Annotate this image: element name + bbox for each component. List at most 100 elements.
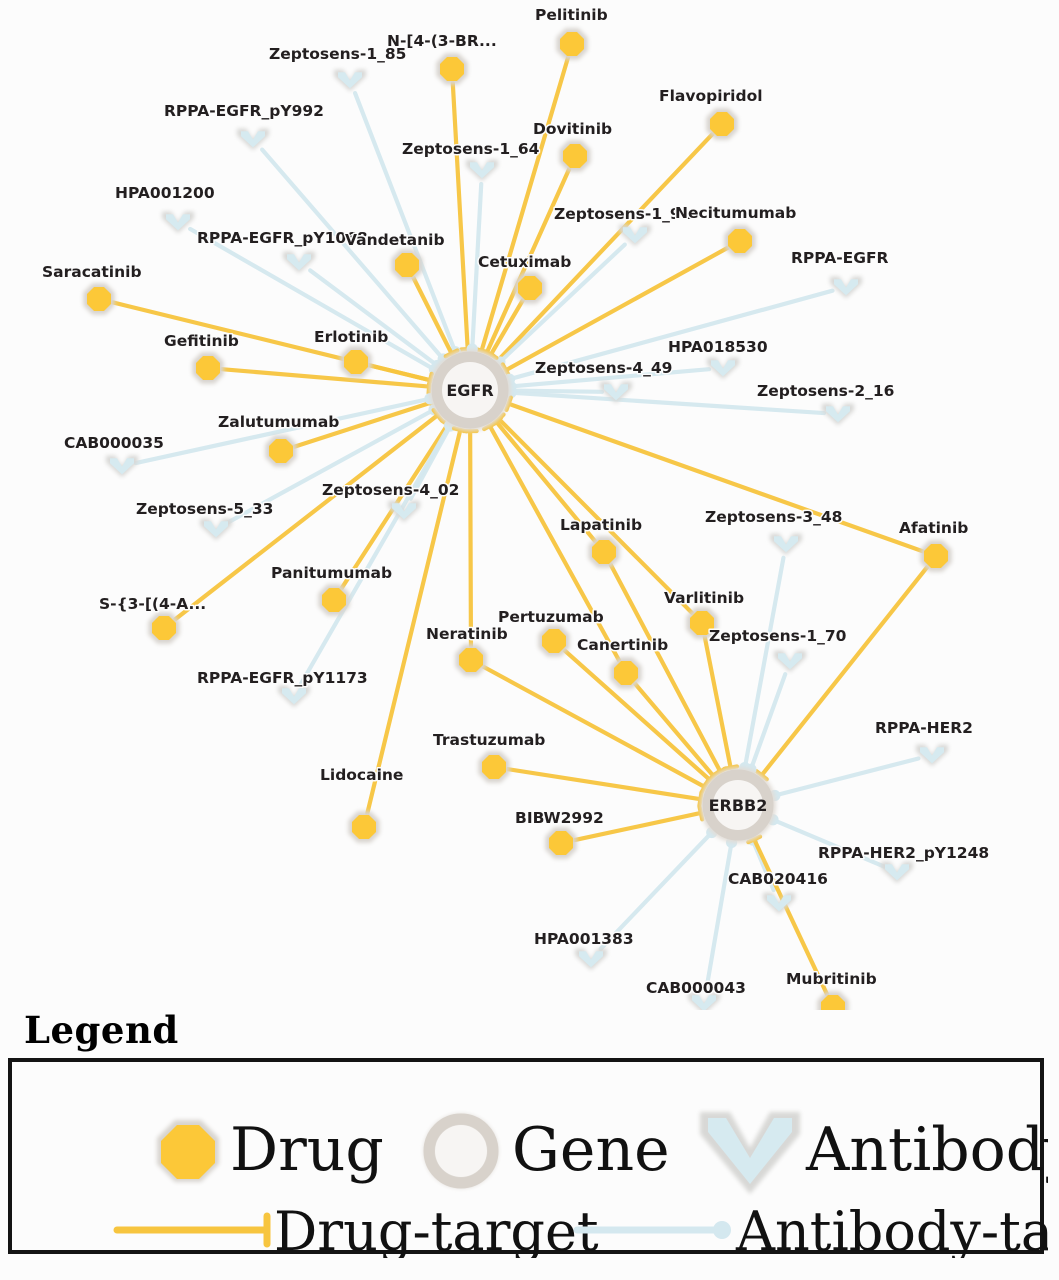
drug-node[interactable] xyxy=(192,352,224,384)
drug-node[interactable] xyxy=(559,140,591,172)
antibody-node[interactable] xyxy=(283,251,315,274)
drug-node[interactable] xyxy=(817,991,849,1010)
legend: Legend Drug Gene xyxy=(0,1008,1059,1280)
antibody-node[interactable] xyxy=(575,948,607,971)
antibody-node[interactable] xyxy=(822,403,854,426)
legend-drug-target-label: Drug-target xyxy=(274,1200,599,1258)
node-label: Lapatinib xyxy=(560,516,642,534)
drug-node[interactable] xyxy=(556,28,588,60)
antibody-node[interactable] xyxy=(278,685,310,708)
drug-node[interactable] xyxy=(318,584,350,616)
node-label: Mubritinib xyxy=(786,970,877,988)
antibody-node[interactable] xyxy=(237,128,269,151)
edge-drug-target xyxy=(365,426,469,816)
drug-node[interactable] xyxy=(514,272,546,304)
drug-node[interactable] xyxy=(588,536,620,568)
drug-node[interactable] xyxy=(348,811,380,843)
node-label: Gefitinib xyxy=(164,332,239,350)
drug-node[interactable] xyxy=(83,283,115,315)
legend-gene-label: Gene xyxy=(512,1115,670,1185)
antibody-node[interactable] xyxy=(770,533,802,556)
node-label: CAB000035 xyxy=(64,434,164,452)
legend-antibody-target-line xyxy=(573,1221,731,1239)
antibody-node[interactable] xyxy=(830,276,862,299)
node-label: Zeptosens-1_85 xyxy=(269,45,406,63)
labels-layer: EGFRERBB2PelitinibN-[4-(3-BR...Zeptosens… xyxy=(41,5,991,999)
node-label: RPPA-HER2 xyxy=(875,719,973,737)
drug-node[interactable] xyxy=(545,827,577,859)
node-label: HPA001383 xyxy=(534,930,634,948)
antibody-node[interactable] xyxy=(916,744,948,767)
node-label: CAB020416 xyxy=(728,870,828,888)
drug-node[interactable] xyxy=(920,540,952,572)
node-label: N-[4-(3-BR... xyxy=(387,32,497,50)
legend-box: Drug Gene Antibody xyxy=(8,1058,1059,1263)
drug-node[interactable] xyxy=(148,612,180,644)
node-label: Erlotinib xyxy=(314,328,388,346)
node-label: BIBW2992 xyxy=(515,809,604,827)
antibody-node[interactable] xyxy=(388,500,420,523)
network-canvas[interactable]: EGFRERBB2PelitinibN-[4-(3-BR...Zeptosens… xyxy=(0,0,1059,1010)
gene-node-egfr[interactable] xyxy=(429,349,511,431)
node-label: Flavopiridol xyxy=(659,87,763,105)
antibody-node[interactable] xyxy=(200,518,232,541)
nodes-layer[interactable] xyxy=(83,28,952,1010)
legend-drug-icon xyxy=(157,1120,219,1182)
legend-antibody-icon xyxy=(700,1112,800,1194)
drug-node[interactable] xyxy=(706,108,738,140)
node-label: RPPA-EGFR_pY992 xyxy=(164,102,324,120)
antibody-node[interactable] xyxy=(763,892,795,915)
antibody-node[interactable] xyxy=(106,455,138,478)
antibody-node[interactable] xyxy=(707,357,739,380)
drug-node[interactable] xyxy=(478,751,510,783)
antibody-node[interactable] xyxy=(619,224,651,247)
node-label: Varlitinib xyxy=(664,589,744,607)
antibody-node[interactable] xyxy=(774,650,806,673)
drug-node[interactable] xyxy=(340,346,372,378)
node-label: Panitumumab xyxy=(271,564,392,582)
legend-drug-target-line xyxy=(113,1212,271,1248)
drug-node[interactable] xyxy=(686,607,718,639)
antibody-node[interactable] xyxy=(466,159,498,182)
node-label: RPPA-EGFR_pY1173 xyxy=(197,669,368,687)
node-label: Saracatinib xyxy=(42,263,142,281)
node-label: Cetuximab xyxy=(478,253,571,271)
drug-node[interactable] xyxy=(724,225,756,257)
node-label: Zeptosens-5_33 xyxy=(136,500,273,518)
node-label: Afatinib xyxy=(899,519,968,537)
legend-gene-icon xyxy=(423,1113,499,1189)
node-label: RPPA-EGFR_pY1068 xyxy=(197,229,368,247)
edge-drug-target xyxy=(172,407,444,622)
antibody-node[interactable] xyxy=(881,861,913,884)
node-label: Zeptosens-1_70 xyxy=(709,627,847,645)
node-label: RPPA-HER2_pY1248 xyxy=(818,844,989,862)
antibody-node[interactable] xyxy=(688,992,720,1010)
legend-title: Legend xyxy=(24,1008,179,1052)
gene-node-erbb2[interactable] xyxy=(700,767,776,843)
node-label: Zeptosens-4_49 xyxy=(535,359,672,377)
gene-label-erbb2: ERBB2 xyxy=(709,796,768,815)
node-label: Pelitinib xyxy=(535,6,608,24)
antibody-node[interactable] xyxy=(334,69,366,92)
node-label: CAB000043 xyxy=(646,979,746,997)
drug-node[interactable] xyxy=(610,657,642,689)
drug-node[interactable] xyxy=(391,249,423,281)
node-label: Pertuzumab xyxy=(498,608,604,626)
antibody-node[interactable] xyxy=(600,381,632,404)
node-label: S-{3-[(4-A... xyxy=(99,595,206,613)
edge-drug-target xyxy=(572,804,705,843)
node-label: Necitumumab xyxy=(675,204,796,222)
edges-layer xyxy=(110,55,930,997)
legend-antibody-label: Antibody xyxy=(805,1115,1048,1185)
drug-node[interactable] xyxy=(538,625,570,657)
antibody-node[interactable] xyxy=(162,211,194,234)
node-label: RPPA-EGFR xyxy=(791,249,889,267)
drug-node[interactable] xyxy=(436,53,468,85)
drug-node[interactable] xyxy=(265,435,297,467)
node-label: Canertinib xyxy=(577,636,668,654)
node-label: Trastuzumab xyxy=(433,731,545,749)
drug-node[interactable] xyxy=(455,644,487,676)
legend-antibody-target-label: Antibody-target xyxy=(735,1200,1048,1258)
node-label: Zeptosens-2_16 xyxy=(757,382,894,400)
